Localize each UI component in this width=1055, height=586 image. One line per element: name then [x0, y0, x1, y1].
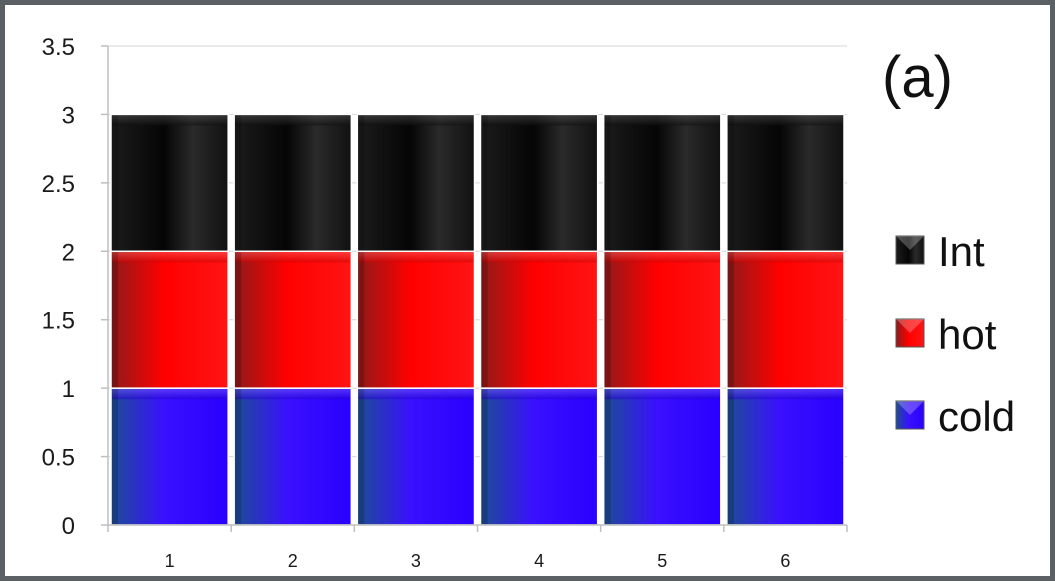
bar-cold-6 [726, 387, 845, 526]
bar-cold-5 [602, 387, 722, 526]
legend-swatch-Int [895, 235, 925, 265]
y-tick-label: 2.5 [42, 171, 75, 198]
y-tick-label: 3.5 [42, 34, 75, 61]
legend-item-cold: cold [895, 393, 1015, 440]
bar-cold-2 [233, 387, 353, 526]
legend: Int hot cold [895, 228, 1015, 440]
panel-label: (a) [882, 45, 953, 110]
x-tick-labels: 1 2 3 4 5 6 [165, 551, 791, 571]
legend-item-hot: hot [895, 311, 997, 358]
bar-cold-4 [479, 387, 599, 526]
x-tick-label: 4 [534, 551, 544, 571]
bars [110, 113, 845, 526]
x-tick-label: 3 [411, 551, 421, 571]
bar-hot-4 [479, 250, 599, 389]
axes [101, 45, 848, 532]
x-tick-label: 1 [165, 551, 175, 571]
legend-swatch-hot [895, 318, 925, 348]
y-tick-label: 1.5 [42, 308, 75, 335]
bar-cold-3 [356, 387, 476, 526]
bar-hot-2 [233, 250, 353, 389]
legend-label-Int: Int [938, 228, 985, 275]
bar-hot-6 [726, 250, 845, 389]
bar-hot-1 [110, 250, 229, 389]
bar-Int-6 [726, 113, 845, 253]
stacked-bar-chart: 0 0.5 1 1.5 2 2.5 3 3.5 1 2 3 4 5 6 (a) Int hot cold [42, 34, 1015, 571]
bar-cold-1 [110, 387, 229, 526]
bar-Int-2 [233, 113, 353, 253]
bar-Int-1 [110, 113, 229, 253]
x-tick-label: 6 [780, 551, 790, 571]
y-tick-label: 1 [62, 376, 75, 403]
y-tick-label: 0.5 [42, 445, 75, 472]
x-tick-label: 2 [288, 551, 298, 571]
bar-Int-4 [479, 113, 599, 253]
y-tick-label: 2 [62, 239, 75, 266]
y-tick-label: 3 [62, 102, 75, 129]
legend-label-cold: cold [938, 393, 1015, 440]
bar-Int-3 [356, 113, 476, 253]
gridlines [108, 45, 847, 458]
bar-Int-5 [602, 113, 722, 253]
legend-swatch-cold [895, 400, 925, 430]
x-tick-label: 5 [657, 551, 667, 571]
legend-label-hot: hot [938, 311, 997, 358]
legend-item-Int: Int [895, 228, 985, 275]
y-tick-labels: 0 0.5 1 1.5 2 2.5 3 3.5 [42, 34, 75, 540]
y-tick-label: 0 [62, 513, 75, 540]
bar-hot-3 [356, 250, 476, 389]
bar-hot-5 [602, 250, 722, 389]
